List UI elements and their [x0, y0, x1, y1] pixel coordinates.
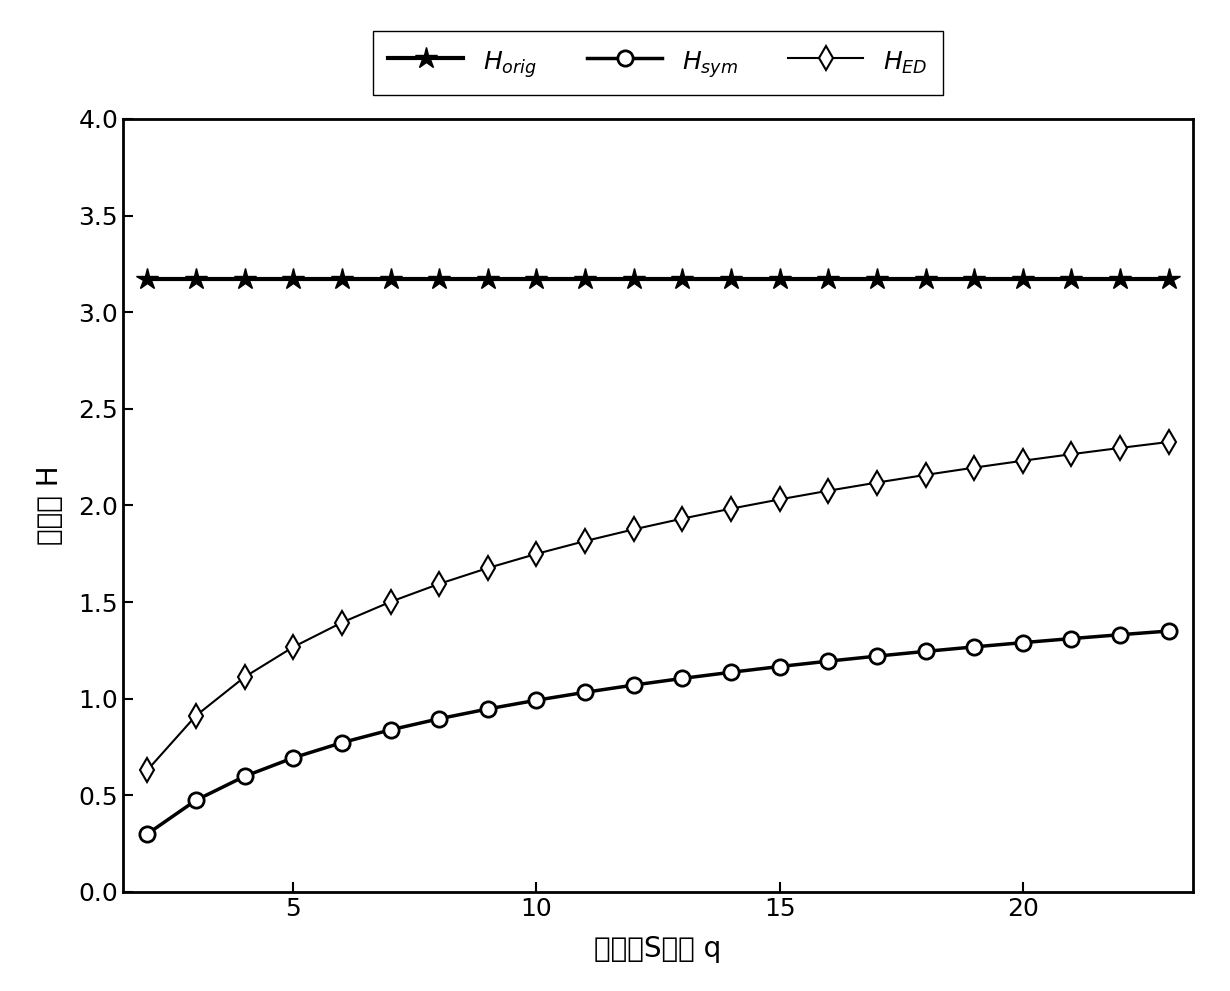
- $H_{orig}$: [384, 274, 399, 285]
- $H_{sym}$: [772, 661, 787, 673]
- X-axis label: 符号集S大小 q: 符号集S大小 q: [594, 935, 722, 962]
- $H_{sym}$: [140, 828, 155, 840]
- $H_{sym}$: [918, 645, 932, 657]
- $H_{ED}$: [1161, 436, 1176, 448]
- $H_{ED}$: [335, 616, 349, 628]
- $H_{ED}$: [432, 578, 446, 590]
- $H_{sym}$: [870, 650, 884, 662]
- $H_{ED}$: [820, 485, 835, 496]
- $H_{orig}$: [285, 274, 300, 285]
- $H_{orig}$: [529, 274, 544, 285]
- $H_{ED}$: [1064, 448, 1079, 460]
- $H_{orig}$: [1064, 274, 1079, 285]
- $H_{orig}$: [1016, 274, 1031, 285]
- $H_{sym}$: [1016, 636, 1031, 648]
- $H_{sym}$: [384, 723, 399, 735]
- $H_{ED}$: [918, 469, 932, 481]
- $H_{orig}$: [870, 274, 884, 285]
- $H_{orig}$: [772, 274, 787, 285]
- $H_{ED}$: [384, 596, 399, 607]
- $H_{ED}$: [772, 494, 787, 505]
- $H_{orig}$: [1113, 274, 1128, 285]
- $H_{orig}$: [626, 274, 641, 285]
- $H_{sym}$: [432, 713, 446, 724]
- $H_{ED}$: [723, 502, 738, 514]
- $H_{sym}$: [578, 687, 593, 699]
- $H_{ED}$: [529, 548, 544, 560]
- $H_{ED}$: [870, 477, 884, 489]
- $H_{orig}$: [820, 274, 835, 285]
- $H_{sym}$: [481, 703, 496, 715]
- $H_{sym}$: [820, 655, 835, 667]
- $H_{orig}$: [675, 274, 690, 285]
- $H_{orig}$: [335, 274, 349, 285]
- $H_{ED}$: [140, 764, 155, 776]
- Line: $H_{orig}$: $H_{orig}$: [137, 269, 1180, 290]
- $H_{sym}$: [335, 736, 349, 748]
- $H_{orig}$: [188, 274, 203, 285]
- Legend: $H_{orig}$, $H_{sym}$, $H_{ED}$: $H_{orig}$, $H_{sym}$, $H_{ED}$: [373, 31, 943, 94]
- $H_{sym}$: [723, 666, 738, 678]
- $H_{ED}$: [1016, 455, 1031, 467]
- $H_{orig}$: [140, 274, 155, 285]
- $H_{sym}$: [1113, 628, 1128, 640]
- Y-axis label: 信息熵 H: 信息熵 H: [37, 466, 64, 545]
- $H_{orig}$: [432, 274, 446, 285]
- $H_{sym}$: [626, 679, 641, 691]
- $H_{orig}$: [723, 274, 738, 285]
- $H_{sym}$: [967, 641, 982, 653]
- $H_{ED}$: [626, 523, 641, 535]
- $H_{ED}$: [578, 535, 593, 547]
- $H_{sym}$: [285, 752, 300, 764]
- $H_{ED}$: [1113, 442, 1128, 454]
- $H_{ED}$: [188, 710, 203, 721]
- $H_{sym}$: [529, 695, 544, 707]
- $H_{orig}$: [237, 274, 252, 285]
- $H_{ED}$: [285, 641, 300, 653]
- $H_{sym}$: [1064, 632, 1079, 644]
- $H_{orig}$: [481, 274, 496, 285]
- $H_{sym}$: [1161, 625, 1176, 637]
- $H_{ED}$: [967, 462, 982, 474]
- $H_{sym}$: [188, 795, 203, 807]
- $H_{orig}$: [578, 274, 593, 285]
- Line: $H_{ED}$: $H_{ED}$: [139, 434, 1177, 779]
- Line: $H_{sym}$: $H_{sym}$: [140, 623, 1176, 841]
- $H_{ED}$: [481, 562, 496, 574]
- $H_{ED}$: [675, 512, 690, 524]
- $H_{ED}$: [237, 671, 252, 683]
- $H_{sym}$: [237, 770, 252, 782]
- $H_{orig}$: [918, 274, 932, 285]
- $H_{orig}$: [967, 274, 982, 285]
- $H_{sym}$: [675, 673, 690, 685]
- $H_{orig}$: [1161, 274, 1176, 285]
